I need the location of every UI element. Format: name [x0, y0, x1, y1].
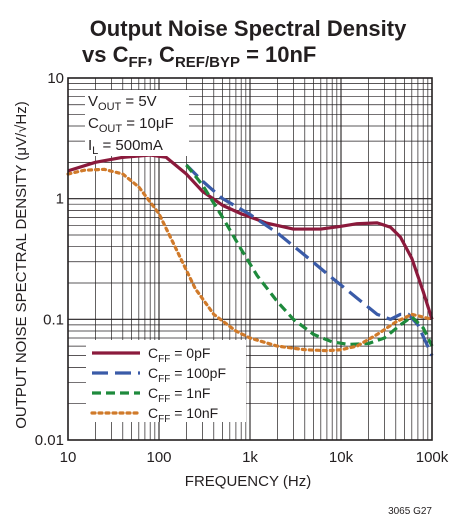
y-axis-label: OUTPUT NOISE SPECTRAL DENSITY (μV/√Hz) — [13, 101, 30, 428]
x-axis-label: FREQUENCY (Hz) — [185, 473, 311, 490]
condition-vout: VOUT = 5V — [88, 93, 157, 113]
y-tick-label: 10 — [47, 70, 64, 87]
legend-label-3: CFF = 10nF — [148, 405, 218, 425]
x-tick-label: 100 — [146, 449, 171, 466]
y-tick-label: 0.1 — [43, 311, 64, 328]
condition-il: IL = 500mA — [88, 137, 163, 157]
series-line-3 — [66, 167, 434, 353]
x-tick-label: 10k — [329, 449, 354, 466]
legend-label-2: CFF = 1nF — [148, 385, 210, 405]
condition-cout: COUT = 10μF — [88, 115, 174, 135]
plot-frame — [67, 77, 433, 441]
chart-title-line2: vs CFF, CREF/BYP = 10nF — [82, 42, 316, 71]
series-line-2 — [185, 164, 434, 347]
y-tick-label: 1 — [56, 191, 64, 208]
chart-title-line1: Output Noise Spectral Density — [90, 16, 407, 41]
legend-label-1: CFF = 100pF — [148, 365, 226, 385]
y-tick-label: 0.01 — [35, 432, 64, 449]
legend-label-0: CFF = 0pF — [148, 345, 210, 365]
figure-code: 3065 G27 — [388, 506, 432, 517]
series-line-1 — [185, 163, 434, 357]
conditions-box — [85, 90, 189, 156]
x-tick-label: 1k — [242, 449, 258, 466]
x-tick-label: 100k — [416, 449, 449, 466]
axes: 10 100 1k 10k 100k 0.01 0.1 1 10 — [35, 70, 449, 466]
x-tick-label: 10 — [60, 449, 77, 466]
